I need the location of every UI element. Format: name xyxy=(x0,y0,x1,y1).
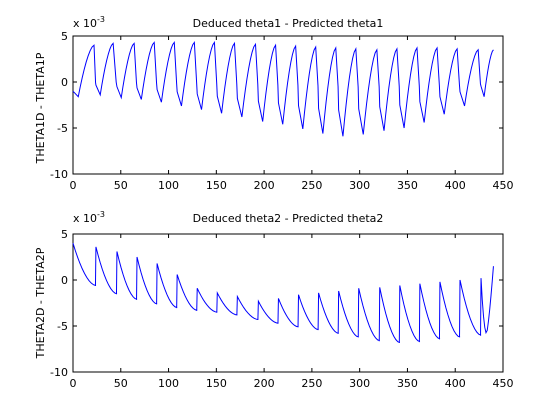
x-tick-label: 100 xyxy=(158,179,179,192)
y-tick-label: -10 xyxy=(50,366,68,379)
tick-group: 0 50 100 150 200 250 300 350 400 450 -10 -5 0 5 xyxy=(50,228,513,390)
y-tick-label: -10 xyxy=(50,168,68,181)
x-tick-label: 0 xyxy=(70,179,77,192)
x-tick-label: 300 xyxy=(349,179,370,192)
y-axis-label: THETA1D - THETA1P xyxy=(34,52,47,164)
y-multiplier: x 10-3 xyxy=(73,15,105,30)
series-line xyxy=(72,243,494,344)
tick-group: 0 50 100 150 200 250 300 350 400 450 -10 -5 0 5 xyxy=(50,30,513,192)
y-tick-label: 0 xyxy=(61,76,68,89)
x-tick-label: 0 xyxy=(70,377,77,390)
x-tick-label: 350 xyxy=(397,179,418,192)
series-line xyxy=(72,40,494,137)
y-axis-label: THETA2D - THETA2P xyxy=(34,247,47,359)
x-tick-label: 150 xyxy=(206,179,227,192)
x-tick-label: 200 xyxy=(254,377,275,390)
x-tick-label: 50 xyxy=(114,377,128,390)
x-tick-label: 450 xyxy=(493,179,514,192)
x-tick-label: 100 xyxy=(158,377,179,390)
plot-title: Deduced theta1 - Predicted theta1 xyxy=(193,17,384,30)
x-tick-label: 400 xyxy=(445,179,466,192)
y-tick-label: 5 xyxy=(61,30,68,43)
x-tick-label: 350 xyxy=(397,377,418,390)
y-tick-label: 0 xyxy=(61,274,68,287)
axes-box xyxy=(72,35,504,175)
subplot-theta2: Deduced theta2 - Predicted theta2 THETA2… xyxy=(34,210,514,390)
x-tick-label: 250 xyxy=(301,179,322,192)
y-tick-label: -5 xyxy=(57,122,68,135)
y-tick-label: 5 xyxy=(61,228,68,241)
plot-title: Deduced theta2 - Predicted theta2 xyxy=(193,212,384,225)
subplot-theta1: Deduced theta1 - Predicted theta1 THETA1… xyxy=(34,15,514,192)
x-tick-label: 450 xyxy=(493,377,514,390)
x-tick-label: 300 xyxy=(349,377,370,390)
x-tick-label: 150 xyxy=(206,377,227,390)
axes-box xyxy=(72,233,504,373)
y-multiplier: x 10-3 xyxy=(73,210,105,225)
x-tick-label: 50 xyxy=(114,179,128,192)
x-tick-label: 200 xyxy=(254,179,275,192)
y-tick-label: -5 xyxy=(57,320,68,333)
x-tick-label: 250 xyxy=(301,377,322,390)
x-tick-label: 400 xyxy=(445,377,466,390)
